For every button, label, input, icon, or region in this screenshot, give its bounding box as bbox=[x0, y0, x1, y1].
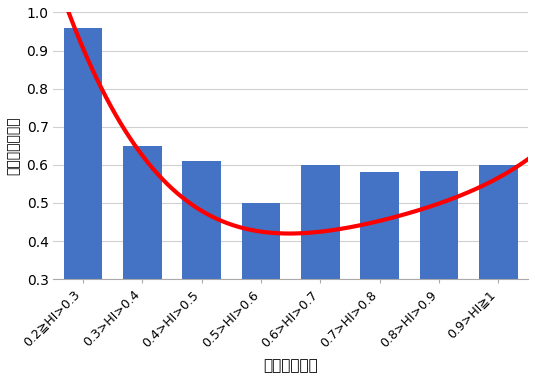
Bar bbox=[361, 173, 399, 380]
Bar bbox=[301, 165, 340, 380]
Bar bbox=[64, 28, 102, 380]
Bar bbox=[479, 165, 518, 380]
Bar bbox=[420, 171, 458, 380]
Y-axis label: 相対的参入指数: 相対的参入指数 bbox=[7, 117, 21, 175]
Bar bbox=[242, 203, 280, 380]
X-axis label: 市場の集中度: 市場の集中度 bbox=[263, 358, 318, 373]
Bar bbox=[123, 146, 162, 380]
Bar bbox=[182, 161, 221, 380]
